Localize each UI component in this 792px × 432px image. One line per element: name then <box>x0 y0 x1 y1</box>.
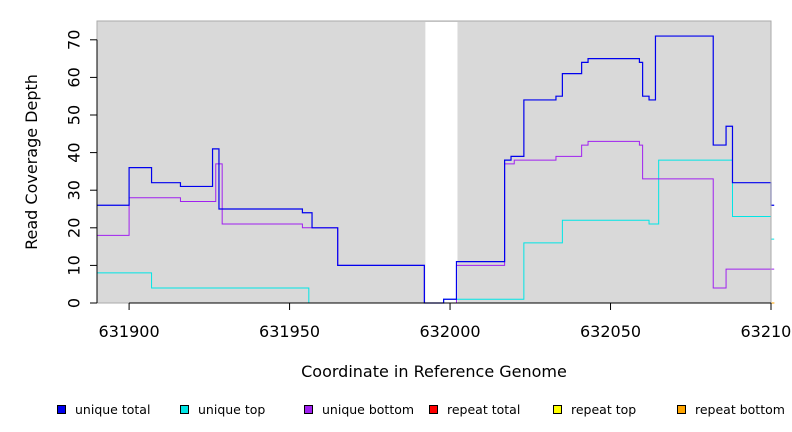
x-tick-label: 632050 <box>580 322 641 341</box>
y-tick-label: 40 <box>65 142 84 162</box>
legend-swatch <box>180 404 189 414</box>
legend-swatch <box>304 404 313 414</box>
x-axis-title: Coordinate in Reference Genome <box>301 362 567 381</box>
y-tick-label: 20 <box>65 218 84 238</box>
legend-label: unique top <box>198 401 266 417</box>
axes-layer: 0 10 20 30 40 50 60 70 631900 631950 632000 632050 6… <box>65 20 792 341</box>
coverage-chart: 0 10 20 30 40 50 60 70 631900 631950 632000 632050 6… <box>22 20 792 381</box>
x-tick-label: 632100 <box>740 322 792 341</box>
x-tick-label: 631950 <box>259 322 320 341</box>
legend-swatch <box>429 404 438 414</box>
series-line-unique-total <box>97 35 775 304</box>
y-axis-title: Read Coverage Depth <box>22 74 41 250</box>
legend-item-repeat-bottom: repeat bottom <box>677 400 785 418</box>
legend-swatch <box>677 404 686 414</box>
legend-label: unique bottom <box>322 401 415 417</box>
y-tick-label: 30 <box>65 180 84 200</box>
gap-region <box>425 22 458 303</box>
x-tick-label: 631900 <box>99 322 160 341</box>
legend-swatch <box>553 404 562 414</box>
legend-item-unique-bottom: unique bottom <box>304 400 414 418</box>
legend-label: unique total <box>75 401 151 417</box>
legend-swatch <box>57 404 66 414</box>
legend-label: repeat top <box>571 401 637 417</box>
legend-item-repeat-top: repeat top <box>553 400 636 418</box>
legend-label: repeat bottom <box>695 401 785 417</box>
series-line-unique-top <box>97 159 775 304</box>
legend-label: repeat total <box>447 401 521 417</box>
legend-item-unique-top: unique top <box>180 400 265 418</box>
legend: unique total unique top unique bottom re… <box>0 400 792 420</box>
y-tick-label: 60 <box>65 67 84 87</box>
y-tick-label: 50 <box>65 105 84 125</box>
y-tick-label: 0 <box>65 298 84 308</box>
legend-item-unique-total: unique total <box>57 400 150 418</box>
x-tick-label: 632000 <box>420 322 481 341</box>
legend-item-repeat-total: repeat total <box>429 400 520 418</box>
y-tick-label: 10 <box>65 255 84 275</box>
y-tick-label: 70 <box>65 30 84 50</box>
